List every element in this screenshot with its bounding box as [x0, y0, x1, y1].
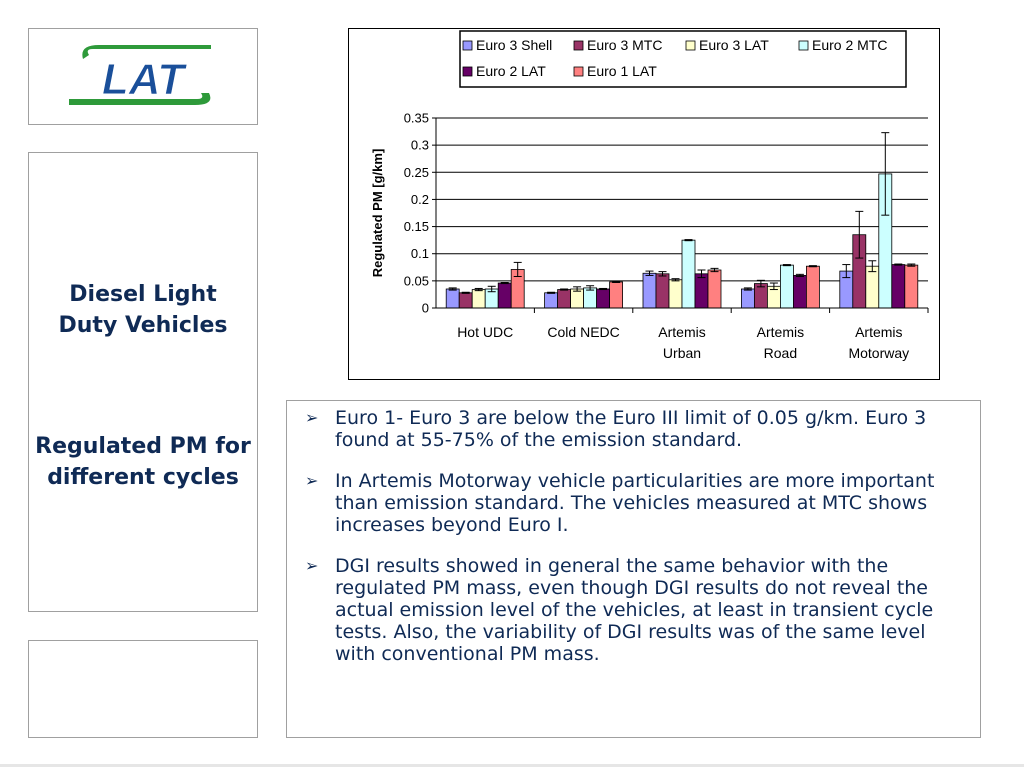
footer-panel — [28, 640, 258, 738]
bullet-item: ➢ DGI results showed in general the same … — [305, 555, 966, 665]
logo-panel: LAT — [28, 28, 258, 125]
bar — [904, 264, 919, 309]
logo-swoosh-top — [82, 45, 211, 59]
bar — [707, 269, 722, 309]
arrow-bullet-icon: ➢ — [305, 556, 319, 575]
bar — [445, 288, 460, 309]
x-category-label: Motorway — [848, 345, 909, 361]
bar — [609, 281, 624, 309]
y-tick-label: 0.25 — [404, 165, 429, 180]
bullet-item: ➢ Euro 1- Euro 3 are below the Euro III l… — [305, 407, 966, 451]
x-category-label: Hot UDC — [457, 324, 513, 340]
legend-entries: Euro 3 Shell Euro 3 MTC Euro 3 LAT Euro 2 M… — [462, 37, 887, 79]
x-category-label: Road — [764, 345, 797, 361]
y-tick-label: 0 — [422, 301, 429, 316]
legend-label: Euro 3 LAT — [699, 37, 769, 53]
bar — [694, 273, 709, 309]
section-title-line1: Diesel Light — [69, 282, 217, 307]
section-subtitle-line2: different cycles — [47, 465, 239, 490]
x-category-label: Cold NEDC — [547, 324, 619, 340]
legend-swatch — [573, 66, 584, 77]
legend-swatch — [573, 40, 584, 51]
bar — [792, 275, 807, 309]
bar — [583, 287, 598, 309]
bar — [779, 264, 794, 309]
section-subtitle: Regulated PM for different cycles — [29, 431, 257, 493]
y-tick-label: 0.15 — [404, 219, 429, 234]
y-axis-ticks: 0 0.05 0.1 0.15 0.2 0.25 0.3 0.35 — [404, 111, 436, 316]
chart-panel: Euro 3 Shell Euro 3 MTC Euro 3 LAT Euro 2 M… — [348, 28, 940, 380]
x-category-label: Artemis — [658, 324, 705, 340]
bar — [681, 239, 696, 309]
x-axis-categories: Hot UDC Cold NEDC Artemis Urban Artemis Road A… — [457, 308, 929, 361]
chart-bars — [445, 173, 919, 309]
legend-swatch — [462, 66, 473, 77]
bar — [740, 288, 755, 309]
bottom-divider — [0, 764, 1024, 767]
bar — [497, 282, 512, 309]
pm-bar-chart: Euro 3 Shell Euro 3 MTC Euro 3 LAT Euro 2 M… — [370, 30, 929, 361]
bar — [596, 288, 611, 309]
section-title-line2: Duty Vehicles — [58, 313, 228, 338]
chart-error-bars — [448, 132, 916, 294]
lat-logo: LAT — [69, 45, 211, 105]
bullet-text: DGI results showed in general the same b… — [335, 555, 934, 665]
bullet-item: ➢ In Artemis Motorway vehicle particulari… — [305, 470, 966, 536]
logo-text: LAT — [102, 55, 187, 104]
legend-label: Euro 3 Shell — [476, 37, 552, 53]
bar — [570, 288, 585, 309]
y-tick-label: 0.1 — [411, 246, 429, 261]
title-panel: Diesel Light Duty Vehicles Regulated PM … — [28, 152, 258, 612]
arrow-bullet-icon: ➢ — [305, 471, 319, 490]
x-category-label: Artemis — [757, 324, 804, 340]
bar — [865, 265, 880, 309]
bar — [655, 273, 670, 309]
bullets-panel: ➢ Euro 1- Euro 3 are below the Euro III l… — [286, 400, 981, 738]
legend-swatch — [685, 40, 696, 51]
legend-label: Euro 2 MTC — [812, 37, 887, 53]
chart-legend — [459, 30, 907, 88]
bar — [544, 292, 559, 309]
y-tick-label: 0.05 — [404, 273, 429, 288]
y-tick-label: 0.35 — [404, 111, 429, 126]
y-tick-label: 0.2 — [411, 192, 429, 207]
logo-swoosh-bottom — [69, 93, 211, 105]
bar — [471, 289, 486, 309]
bar — [642, 272, 657, 309]
legend-label: Euro 1 LAT — [587, 63, 657, 79]
bar — [891, 264, 906, 309]
section-subtitle-line1: Regulated PM for — [35, 434, 251, 459]
bullet-text: In Artemis Motorway vehicle particularit… — [335, 470, 935, 536]
legend-label: Euro 3 MTC — [587, 37, 662, 53]
y-axis-label: Regulated PM [g/km] — [370, 149, 385, 278]
bar — [458, 292, 473, 309]
legend-swatch — [462, 40, 473, 51]
bar — [668, 279, 683, 309]
arrow-bullet-icon: ➢ — [305, 408, 319, 427]
x-category-label: Artemis — [855, 324, 902, 340]
legend-label: Euro 2 LAT — [476, 63, 546, 79]
legend-swatch — [798, 40, 809, 51]
bar — [557, 289, 572, 309]
y-tick-label: 0.3 — [411, 138, 429, 153]
bullet-list: ➢ Euro 1- Euro 3 are below the Euro III l… — [287, 401, 980, 665]
bar — [805, 265, 820, 309]
bullet-text: Euro 1- Euro 3 are below the Euro III li… — [335, 407, 927, 451]
x-category-label: Urban — [663, 345, 701, 361]
section-title: Diesel Light Duty Vehicles — [29, 279, 257, 341]
